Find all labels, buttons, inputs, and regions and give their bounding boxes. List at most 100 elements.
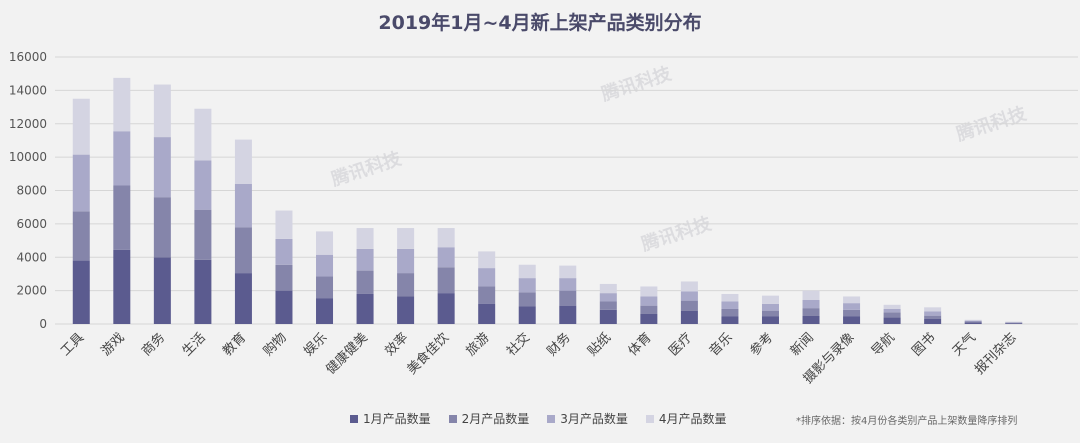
bar-segment	[761, 310, 779, 317]
x-tick-label: 医疗	[666, 330, 695, 359]
legend-label: 3月产品数量	[560, 412, 628, 426]
bar-segment	[761, 295, 779, 304]
bar-segment	[478, 303, 496, 324]
x-tick-label: 健康健美	[323, 330, 371, 378]
bar-segment	[1005, 323, 1023, 324]
x-tick-label: 生活	[180, 330, 209, 359]
bar-segment	[843, 303, 861, 310]
x-tick-label: 导航	[868, 330, 898, 360]
bar-segment	[640, 305, 658, 314]
bar-segment	[437, 228, 455, 248]
bar-segment	[802, 315, 820, 324]
bar-segment	[153, 137, 171, 198]
x-tick-label: 美食佳饮	[404, 330, 452, 378]
bar-segment	[518, 306, 536, 324]
bar-segment	[234, 139, 252, 184]
x-tick-label: 体育	[625, 330, 655, 360]
x-tick-label: 新闻	[787, 330, 817, 360]
legend-item: 2月产品数量	[448, 410, 529, 427]
legend-item: 3月产品数量	[547, 410, 628, 427]
bar-segment	[640, 286, 658, 297]
bar-segment	[397, 273, 415, 297]
bar-segment	[964, 320, 982, 322]
bar-segment	[194, 259, 212, 324]
bar-segment	[802, 299, 820, 309]
x-tick-label: 购物	[260, 330, 290, 360]
bar-segment	[275, 238, 293, 265]
legend-label: 1月产品数量	[363, 412, 431, 426]
bar-segment	[721, 301, 739, 309]
bar-segment	[478, 286, 496, 304]
bar-segment	[72, 260, 90, 324]
bar-segment	[518, 292, 536, 307]
bar-segment	[356, 293, 374, 324]
bar-segment	[72, 154, 90, 212]
bar-segment	[194, 108, 212, 161]
bar-segment	[883, 317, 901, 324]
bar-segment	[599, 309, 617, 324]
bar-segment	[113, 185, 131, 250]
bar-segment	[680, 310, 698, 324]
bar-segment	[478, 251, 496, 269]
legend-swatch	[448, 414, 457, 423]
legend-swatch	[645, 414, 654, 423]
bar-segment	[559, 278, 577, 291]
bar-segment	[883, 308, 901, 313]
bar-segment	[1005, 321, 1023, 323]
x-tick-label: 社交	[503, 330, 533, 360]
bar-segment	[275, 264, 293, 291]
bar-segment	[234, 183, 252, 228]
legend-swatch	[547, 414, 556, 423]
y-tick-label: 0	[39, 317, 47, 331]
bar-segment	[113, 249, 131, 324]
bar-segment	[437, 293, 455, 324]
sort-note: *排序依据：按4月份各类别产品上架数量降序排列	[796, 416, 1018, 427]
bar-segment	[680, 291, 698, 301]
bar-segment	[599, 283, 617, 294]
bar-segment	[316, 231, 334, 255]
chart-title: 2019年1月~4月新上架产品类别分布	[378, 12, 702, 34]
x-tick-label: 贴纸	[585, 330, 614, 359]
y-tick-label: 4000	[16, 250, 47, 264]
bar-segment	[883, 304, 901, 309]
bar-segment	[924, 318, 942, 324]
bar-segment	[1005, 322, 1023, 324]
x-tick-label: 教育	[220, 330, 250, 360]
bar-segment	[397, 296, 415, 324]
bar-segment	[518, 278, 536, 293]
bar-segment	[234, 273, 252, 324]
bar-segment	[275, 210, 293, 239]
bar-segment	[964, 319, 982, 321]
bar-segment	[316, 298, 334, 324]
legend-swatch	[350, 414, 358, 423]
bar-segment	[680, 281, 698, 292]
y-tick-label: 14000	[9, 83, 47, 97]
bar-segment	[397, 248, 415, 274]
y-tick-label: 16000	[9, 50, 47, 64]
bar-segment	[316, 254, 334, 277]
bar-segment	[559, 265, 577, 279]
legend: 1月产品数量 2月产品数量 3月产品数量 4月产品数量	[350, 410, 727, 427]
bar-segment	[559, 290, 577, 306]
bar-segment	[843, 316, 861, 324]
legend-item: 1月产品数量	[350, 410, 431, 427]
bar-segment	[478, 268, 496, 287]
bar-segment	[761, 303, 779, 311]
bar-segment	[843, 296, 861, 304]
y-tick-label: 2000	[16, 284, 47, 298]
legend-label: 4月产品数量	[658, 412, 727, 426]
x-tick-label: 旅游	[464, 330, 493, 359]
x-tick-label: 效率	[382, 330, 412, 360]
bar-segment	[883, 312, 901, 318]
bar-segment	[194, 209, 212, 260]
bar-segment	[599, 293, 617, 302]
bar-segment	[518, 264, 536, 279]
bar-segment	[599, 301, 617, 310]
bar-segment	[153, 84, 171, 138]
y-tick-label: 10000	[9, 150, 47, 164]
bar-segment	[153, 257, 171, 324]
bar-segment	[72, 98, 90, 155]
bar-segment	[113, 77, 131, 132]
